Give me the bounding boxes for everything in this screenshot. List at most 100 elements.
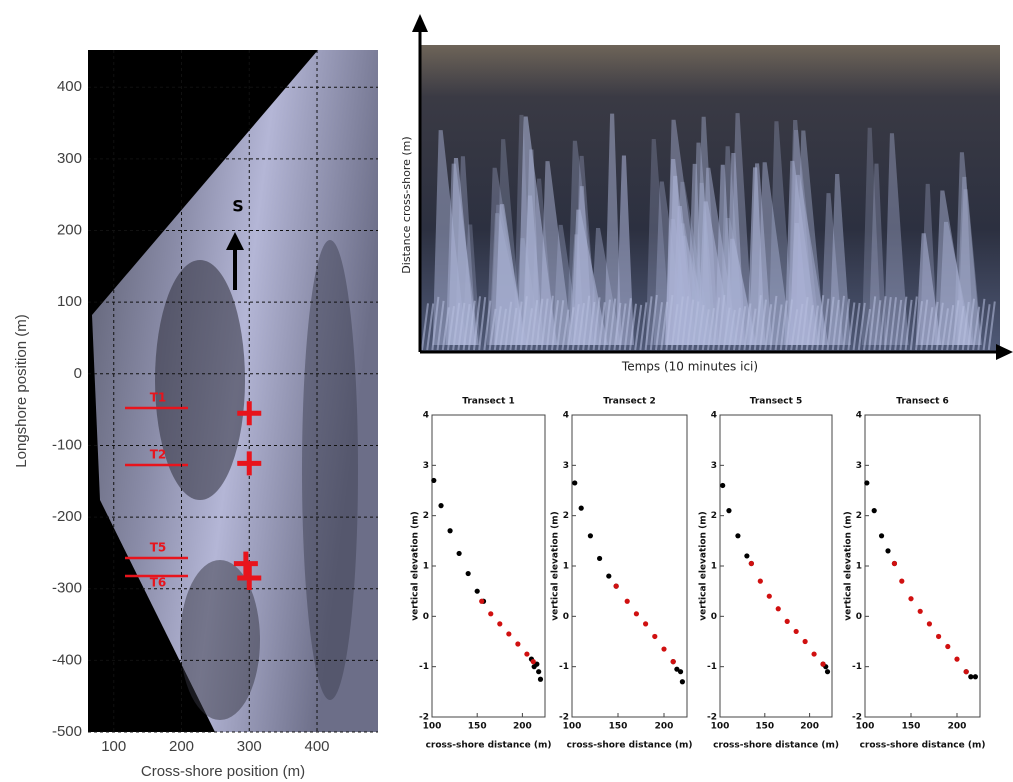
swash — [665, 294, 674, 351]
point — [530, 659, 536, 665]
swash — [805, 305, 814, 351]
swash — [509, 307, 518, 351]
streak — [883, 133, 909, 345]
point — [597, 555, 603, 562]
swash — [847, 302, 856, 351]
streak — [719, 146, 745, 345]
swash — [447, 306, 455, 351]
y-tick-label: 2 — [563, 511, 569, 521]
y-tick-label: 3 — [563, 461, 569, 471]
y-tick-label: 300 — [57, 150, 82, 167]
point — [438, 503, 444, 509]
map-shade — [155, 260, 245, 500]
swash — [613, 302, 622, 351]
point — [784, 618, 790, 624]
swash — [556, 300, 565, 351]
swash — [504, 301, 513, 351]
y-tick-label: 200 — [57, 221, 82, 238]
swash — [519, 296, 528, 351]
y-tick-label: 3 — [711, 461, 717, 471]
point — [793, 628, 799, 635]
swash — [811, 305, 819, 351]
plot-frame — [571, 414, 688, 718]
y-tick-label: 4 — [423, 411, 429, 421]
y-tick-label: 4 — [711, 411, 717, 421]
swash — [951, 300, 960, 351]
swash — [655, 302, 663, 351]
point — [963, 669, 969, 675]
x-axis-label: cross-shore distance (m) — [713, 741, 839, 751]
swash — [493, 306, 502, 351]
swash — [649, 294, 658, 351]
point — [677, 669, 684, 675]
x-axis-label: cross-shore distance (m) — [567, 741, 693, 751]
x-tick-label: 100 — [101, 738, 126, 755]
swash — [717, 294, 726, 351]
point — [820, 661, 826, 667]
streak — [665, 119, 706, 346]
streak — [447, 157, 476, 345]
swash — [930, 301, 939, 351]
swash — [681, 296, 689, 351]
swash — [868, 296, 877, 351]
y-tick-label: -300 — [52, 580, 82, 597]
point — [968, 674, 974, 680]
streak — [690, 142, 717, 345]
x-tick-label: 200 — [655, 722, 674, 732]
streak — [957, 189, 982, 345]
streak — [615, 155, 634, 345]
swash — [967, 298, 975, 351]
x-tick-label: 200 — [169, 738, 194, 755]
point — [606, 573, 612, 579]
swash — [592, 297, 601, 351]
transect-lines — [125, 406, 188, 578]
arrow-head — [226, 232, 244, 250]
swash — [478, 297, 487, 351]
swash — [935, 302, 944, 351]
swash — [873, 300, 882, 351]
swash — [675, 296, 684, 351]
point — [447, 528, 453, 534]
point — [757, 578, 763, 584]
point — [766, 593, 772, 599]
map-shade — [180, 560, 260, 720]
swash — [457, 302, 466, 351]
point — [431, 477, 437, 484]
y-tick-label: 4 — [856, 411, 862, 421]
streak — [700, 167, 739, 345]
swash — [727, 309, 736, 351]
swash — [941, 308, 949, 351]
point — [674, 666, 680, 672]
swash — [545, 295, 554, 351]
x-axis-label: cross-shore distance (m) — [860, 741, 986, 751]
swash — [467, 300, 476, 351]
swash — [639, 302, 648, 351]
swash — [525, 308, 533, 351]
y-tick-label: 2 — [711, 511, 717, 521]
map-shade — [302, 240, 358, 700]
streak — [829, 173, 851, 345]
x-tick-label: 150 — [609, 722, 628, 732]
streak — [861, 127, 882, 346]
swash — [691, 301, 700, 351]
point — [871, 508, 877, 514]
swash — [821, 298, 830, 351]
x-tick-label: 200 — [948, 722, 967, 732]
x-tick-label: 150 — [755, 722, 774, 732]
swash — [837, 295, 845, 351]
point — [465, 570, 471, 577]
swash — [852, 302, 861, 351]
x-tick-label: 150 — [468, 722, 487, 732]
y-axis-label: vertical elevation (m) — [699, 511, 709, 620]
y-tick-label: 0 — [711, 612, 717, 622]
swash — [660, 301, 669, 351]
swash — [441, 307, 450, 351]
y-tick-label: 100 — [57, 293, 82, 310]
point — [572, 480, 578, 486]
swash — [608, 298, 617, 351]
swash — [889, 297, 897, 351]
point — [726, 508, 732, 514]
point — [878, 533, 885, 539]
swash — [597, 302, 606, 351]
y-tick-label: 2 — [423, 511, 429, 521]
